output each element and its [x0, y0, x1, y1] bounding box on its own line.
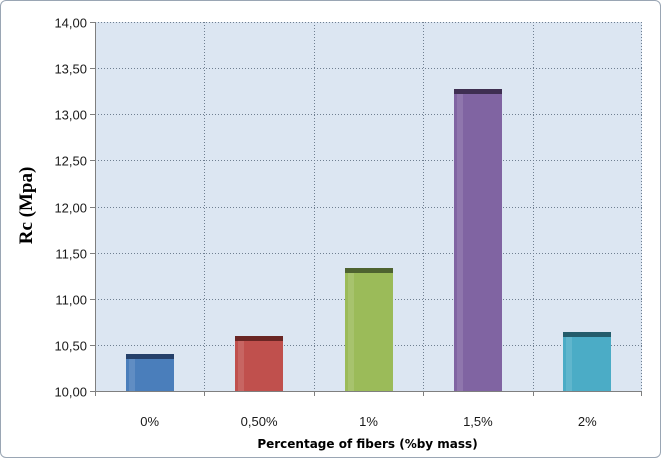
bars	[126, 89, 611, 391]
bar-highlight	[129, 358, 135, 391]
x-tick-label: 0%	[140, 414, 159, 429]
bar	[345, 268, 393, 391]
y-tick-label: 10,50	[54, 339, 87, 354]
bar-highlight	[238, 340, 244, 391]
y-tick-label: 13,50	[54, 62, 87, 77]
bar-top-cap	[126, 354, 174, 359]
y-tick-label: 10,00	[54, 385, 87, 400]
y-tick-label: 12,00	[54, 201, 87, 216]
bar-top-cap	[345, 268, 393, 273]
bar	[563, 332, 611, 391]
bar	[454, 89, 502, 391]
y-axis-title: Rc (Mpa)	[16, 167, 37, 245]
bar	[126, 354, 174, 391]
y-tick-label: 13,00	[54, 108, 87, 123]
x-axis-title: Percentage of fibers (%by mass)	[257, 437, 477, 451]
x-tick-label: 0,50%	[241, 414, 278, 429]
bar-highlight	[566, 336, 572, 391]
bar-highlight	[348, 272, 354, 391]
bar-highlight	[457, 93, 463, 391]
bar-top-cap	[454, 89, 502, 94]
bar-top-cap	[563, 332, 611, 337]
y-tick-label: 11,00	[55, 293, 87, 308]
y-tick-label: 12,50	[54, 154, 87, 169]
y-tick-label: 14,00	[54, 16, 87, 31]
bar-top-cap	[235, 336, 283, 341]
axes	[90, 22, 642, 396]
tick-labels: 10,00 10,50 11,00 11,50 12,00 12,50 13,00 13,50…	[54, 16, 597, 430]
bar	[235, 336, 283, 391]
x-tick-label: 1%	[359, 414, 378, 429]
y-tick-label: 11,50	[55, 247, 87, 262]
x-tick-label: 2%	[578, 414, 597, 429]
x-tick-label: 1,5%	[463, 414, 493, 429]
